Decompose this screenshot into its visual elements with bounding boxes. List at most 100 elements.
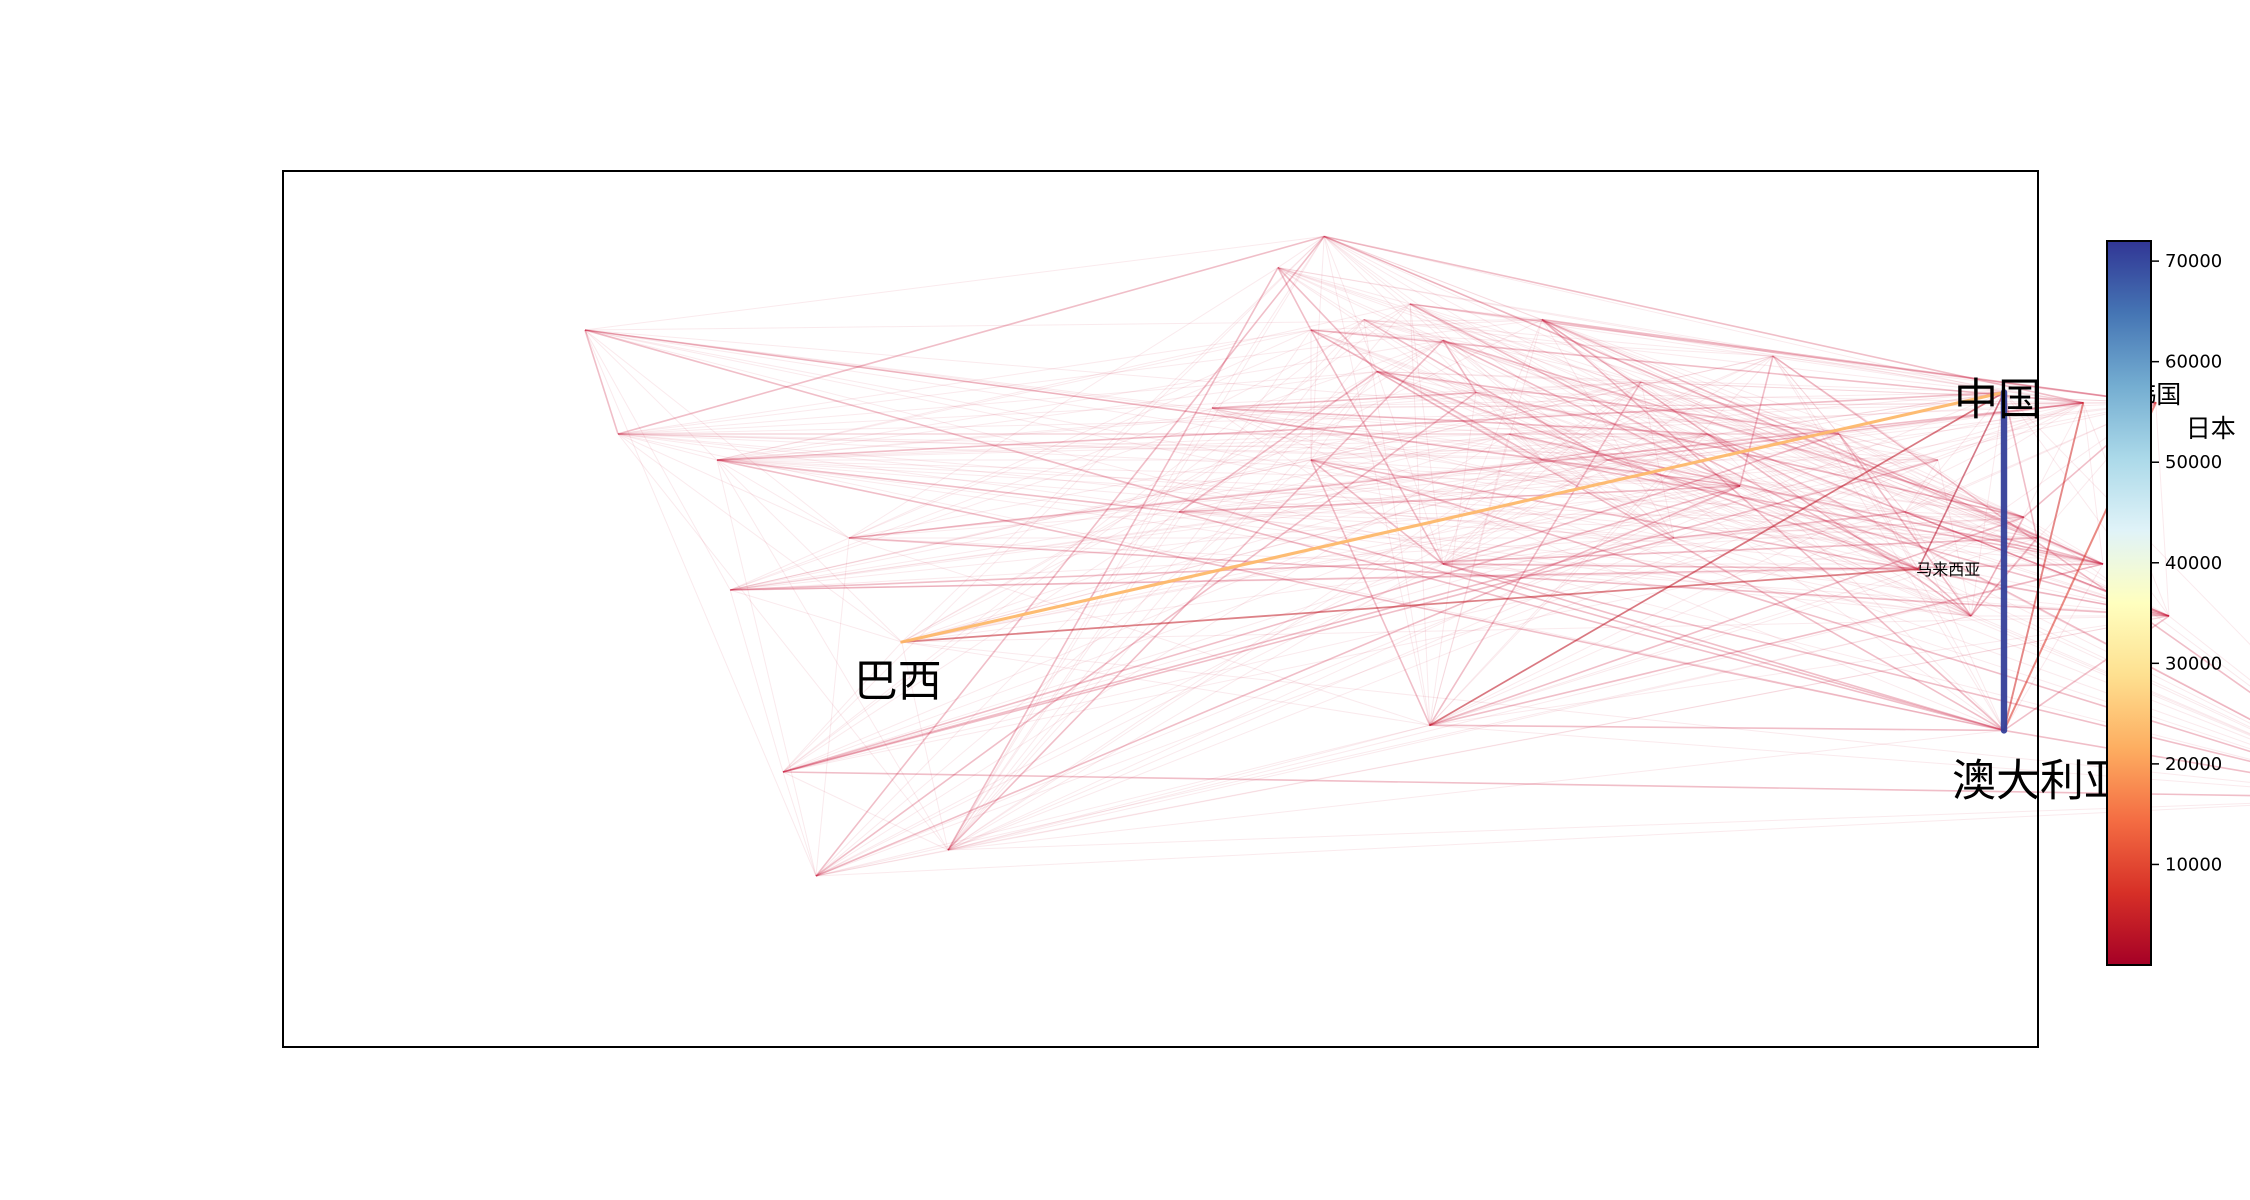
trade-edge [1640,381,2024,518]
trade-edge [1376,371,1609,461]
trade-edge [1323,235,2104,565]
country-label-malaysia: 马来西亚 [1916,560,1980,579]
trade-edge [1409,303,2104,565]
trade-edge [1508,433,1919,570]
trade-edge [1376,371,2005,393]
trade-edge [815,563,1444,877]
trade-edge [1429,433,1708,726]
trade-edge [1363,319,1431,726]
trade-edge [1376,371,1939,461]
trade-edge [1310,459,1444,565]
trade-edge [782,355,1774,773]
trade-edge [947,303,1411,851]
trade-edge-brazil-malaysia [900,568,1920,643]
trade-edge [1376,371,2024,518]
trade-edge [848,319,1364,539]
trade-edge [782,303,1411,773]
trade-edge [1541,355,1774,461]
trade-edge [782,459,1939,773]
trade-edge [1904,511,2005,731]
colorbar-tick-label: 70000 [2165,251,2222,272]
trade-edge [1442,563,1919,570]
trade-edge [716,459,2038,539]
trade-edge [1607,459,2170,617]
trade-edge [584,329,850,539]
trade-edge [815,391,1477,877]
trade-edge [617,381,1642,435]
trade-edge [584,329,1543,461]
trade-edge [730,433,1510,591]
trade-edge [1277,267,1675,539]
trade-edge [716,329,1312,461]
trade-edge [901,433,1708,643]
trade-edge [815,849,949,877]
trade-edge [1211,391,2005,409]
trade-edge [901,511,1906,643]
trade-edge [947,511,1180,851]
trade-edge [2003,563,2104,731]
trade-edge [1442,459,1939,565]
trade-edge [2155,402,2170,617]
trade-edge [947,802,2250,851]
trade-edge [848,381,1642,539]
trade-edge [617,235,1325,435]
trade-edge [1324,235,2005,393]
trade-edge [1442,339,2038,539]
trade-edge [1739,485,2038,539]
trade-edge [1310,236,1325,461]
trade-edge [1178,511,2038,539]
trade-edge [716,433,1708,461]
trade-edge [1640,381,2156,404]
trade-edge [815,615,1972,877]
trade-edge [1178,511,2024,518]
trade-edge [617,433,1609,461]
trade-edge [1442,381,1642,565]
trade-edge [1376,371,1444,565]
trade-edge [716,339,1444,461]
trade-edge [1178,402,2156,513]
trade-edge [584,329,2104,565]
trade-edge [1937,402,2084,461]
trade-edge [1838,433,1972,617]
trade-edge [1970,392,2005,617]
trade-edge [1442,319,1543,565]
trade-edge [1838,433,2104,565]
trade-edge [584,329,1675,539]
trade-edge [584,319,1543,331]
trade-edge [1277,235,1325,269]
trade-edge [584,329,903,643]
trade-edge [901,615,2170,643]
trade-edge [848,459,1543,539]
trade-edge [1541,319,2170,617]
trade-edge [1442,340,1543,461]
trade-edge [815,537,850,877]
trade-edge [1323,235,2005,731]
trade-edge [730,433,1840,591]
trade-edge [782,319,1365,773]
trade-edge [584,329,1741,487]
trade-edge [2023,516,2250,687]
trade-edge [1508,402,2084,435]
trade-edge [730,355,1774,591]
trade-edge [1376,370,1840,435]
trade-edge [1178,433,1510,513]
colorbar-gradient [2106,240,2152,966]
trade-edge [1607,459,1741,487]
trade-edge [1310,459,1431,726]
trade-edge [1706,433,2005,731]
trade-edge [947,339,1444,851]
trade-edge [1429,516,2025,726]
trade-edge [1211,236,1325,409]
trade-edge [901,319,1543,643]
trade-edge [1541,318,2156,404]
trade-edge [1904,511,1972,617]
trade-edge [1541,319,1919,570]
trade-edge [815,615,2170,877]
trade-edge [1442,563,2250,763]
trade-edge [1838,433,2025,518]
trade-edge [1475,391,2084,404]
trade-edge [1541,319,1708,435]
trade-edge [1442,516,2024,565]
trade-edge [1442,433,1708,565]
